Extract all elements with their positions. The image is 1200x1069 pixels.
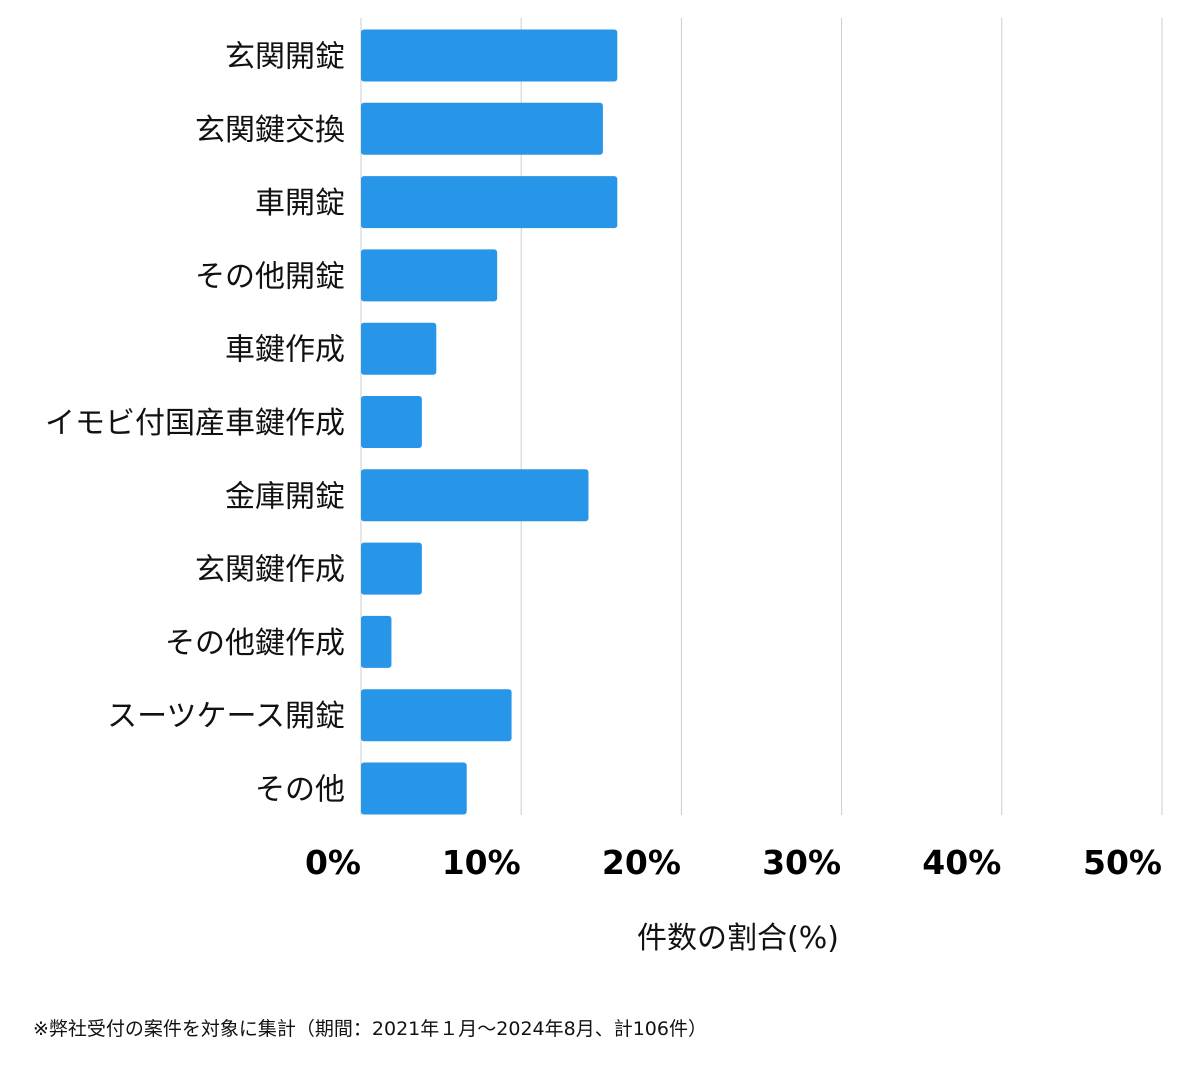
bar <box>361 322 437 375</box>
x-tick-label: 20% <box>602 843 681 882</box>
bar <box>361 615 392 668</box>
bar <box>361 29 618 82</box>
x-tick-label: 50% <box>1083 843 1162 882</box>
footnote: ※弊社受付の案件を対象に集計（期間：2021年１月～2024年8月、計106件） <box>33 1018 707 1040</box>
bar <box>361 469 589 522</box>
category-label: 玄関開錠 <box>225 40 345 75</box>
bar-chart: 玄関開錠玄関鍵交換車開錠その他開錠車鍵作成イモビ付国産車鍵作成金庫開錠玄関鍵作成… <box>45 18 1163 956</box>
category-label: 金庫開錠 <box>225 479 345 514</box>
bar <box>361 249 498 302</box>
x-tick-labels: 0% 10% 20% 30% 40% 50% <box>305 843 1162 882</box>
category-label: 玄関鍵作成 <box>195 553 345 588</box>
category-label: 車開錠 <box>255 186 345 221</box>
category-label: イモビ付国産車鍵作成 <box>45 406 345 441</box>
bar <box>361 176 618 229</box>
bar <box>361 689 512 742</box>
x-tick-label: 10% <box>442 843 521 882</box>
category-label: スーツケース開錠 <box>107 699 345 734</box>
category-label: その他開錠 <box>195 259 345 294</box>
bar <box>361 396 422 448</box>
bar <box>361 542 422 595</box>
bars <box>361 29 618 815</box>
category-label: その他鍵作成 <box>165 626 345 661</box>
category-label: 車鍵作成 <box>225 333 345 368</box>
x-tick-label: 0% <box>305 843 361 882</box>
bar <box>361 762 467 815</box>
category-labels: 玄関開錠玄関鍵交換車開錠その他開錠車鍵作成イモビ付国産車鍵作成金庫開錠玄関鍵作成… <box>45 40 345 808</box>
category-label: 玄関鍵交換 <box>195 113 345 148</box>
bar <box>361 102 603 155</box>
x-tick-label: 40% <box>922 843 1001 882</box>
x-axis-title: 件数の割合(%) <box>637 921 839 956</box>
x-tick-label: 30% <box>762 843 841 882</box>
category-label: その他 <box>255 773 345 808</box>
